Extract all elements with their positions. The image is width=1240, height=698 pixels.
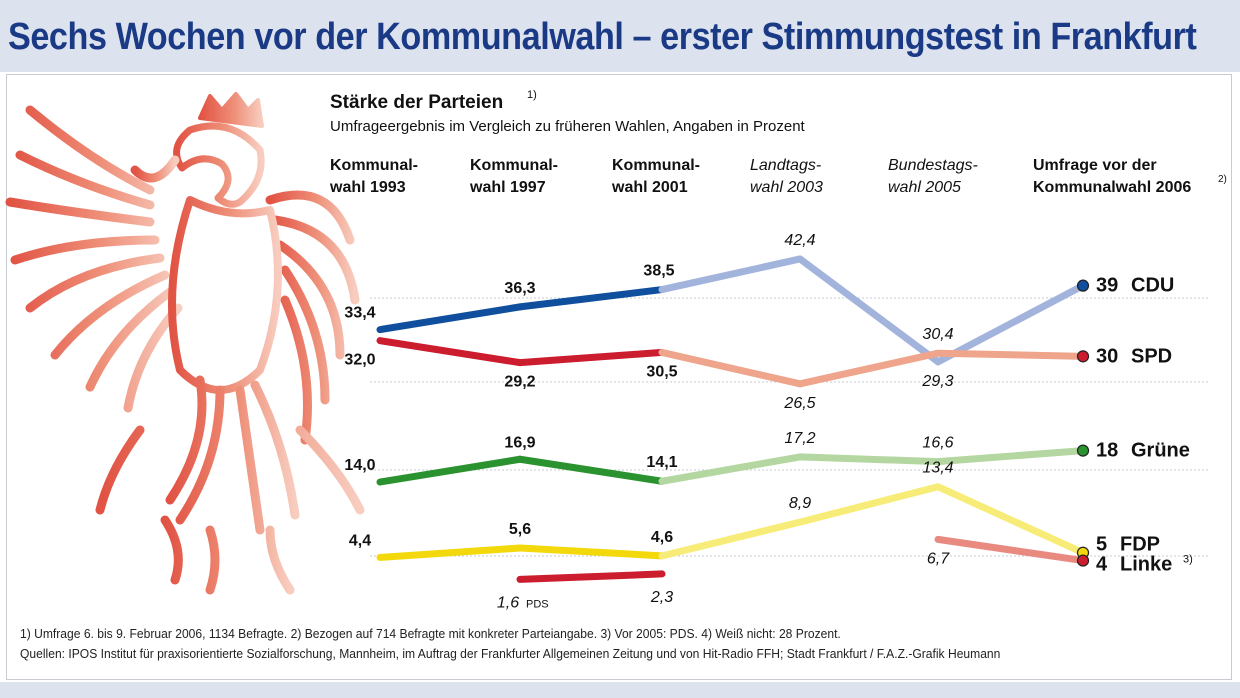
fdp-segment-1 bbox=[516, 544, 666, 560]
chart-title: Stärke der Parteien bbox=[330, 92, 503, 113]
column-header-0-line1: Kommunal- bbox=[330, 157, 418, 174]
column-header-2-line2: wahl 2001 bbox=[611, 179, 688, 196]
gruene-segment-1 bbox=[516, 455, 666, 485]
fdp-value-label-3: 8,9 bbox=[789, 495, 811, 512]
fdp-value-label-0: 4,4 bbox=[349, 532, 371, 549]
footer-strip bbox=[0, 682, 1240, 698]
spd-party-name: SPD bbox=[1131, 345, 1172, 367]
cdu-segment-2 bbox=[658, 255, 804, 294]
spd-segment-3 bbox=[796, 349, 942, 388]
headline-banner: Sechs Wochen vor der Kommunalwahl – erst… bbox=[0, 0, 1240, 72]
column-header-4-line1: Bundestags- bbox=[888, 157, 978, 174]
gruene-value-label-3: 17,2 bbox=[784, 430, 815, 447]
column-headers: Kommunal-wahl 1993 Kommunal-wahl 1997 Komm… bbox=[329, 157, 1227, 196]
spd-value-label-2: 30,5 bbox=[646, 363, 677, 380]
column-header-3-line2: wahl 2003 bbox=[750, 179, 823, 196]
gruene-end-value: 18 bbox=[1096, 440, 1118, 462]
cdu-end-value: 39 bbox=[1096, 275, 1118, 297]
cdu-end-marker bbox=[1076, 279, 1090, 292]
column-header-5-note: 2) bbox=[1218, 174, 1227, 185]
headline: Sechs Wochen vor der Kommunalwahl – erst… bbox=[8, 16, 1197, 58]
fdp-segment-4 bbox=[934, 483, 1087, 557]
fdp-value-label-2: 4,6 bbox=[651, 529, 673, 546]
gruene-value-label-1: 16,9 bbox=[504, 434, 535, 451]
fdp-value-label-1: 5,6 bbox=[509, 521, 531, 538]
cdu-value-label-3: 42,4 bbox=[784, 232, 815, 249]
spd-value-label-3: 26,5 bbox=[783, 395, 815, 412]
linke-segment-1 bbox=[516, 570, 666, 583]
column-header-1-line2: wahl 1997 bbox=[469, 179, 546, 196]
spd-segment-1 bbox=[516, 348, 666, 367]
spd-value-label-1: 29,2 bbox=[504, 374, 535, 391]
fdp-segment-2 bbox=[658, 518, 804, 560]
linke-value-label-1: 1,6 bbox=[497, 594, 519, 611]
cdu-party-name: CDU bbox=[1131, 275, 1174, 297]
chart-gridlines bbox=[370, 297, 1210, 557]
column-header-4-line2: wahl 2005 bbox=[888, 179, 961, 196]
fdp-segment-0 bbox=[376, 544, 524, 561]
column-header-5-line1: Umfrage vor der bbox=[1033, 157, 1157, 174]
fdp-segment-3 bbox=[796, 483, 942, 526]
gruene-party-name: Grüne bbox=[1131, 440, 1190, 462]
spd-value-label-4: 30,4 bbox=[922, 326, 953, 343]
chart-title-note: 1) bbox=[527, 89, 537, 101]
cdu-segment-4 bbox=[934, 282, 1087, 366]
gruene-segment-4 bbox=[934, 447, 1087, 466]
fdp-value-label-4: 13,4 bbox=[922, 460, 953, 477]
linke-end-value: 4 bbox=[1096, 554, 1108, 576]
frankfurt-eagle-emblem bbox=[5, 92, 365, 595]
column-header-3-line1: Landtags- bbox=[750, 157, 821, 174]
footnote-line-1: 1) Umfrage 6. bis 9. Februar 2006, 1134 … bbox=[20, 626, 841, 641]
spd-value-label-0: 32,0 bbox=[344, 352, 375, 369]
linke-pds-note: PDS bbox=[526, 598, 549, 610]
end-markers: 39 CDU 30 SPD 18 Grüne 5 FDP 4 Linke 3) bbox=[1076, 275, 1193, 576]
cdu-value-label-1: 36,3 bbox=[504, 280, 535, 297]
fdp-party-name: FDP bbox=[1120, 534, 1160, 556]
value-labels: 33,4 36,3 38,5 42,4 29,3 32,0 29,2 30,5 26,5 30,4… bbox=[344, 232, 953, 611]
gruene-segment-3 bbox=[796, 453, 942, 466]
gruene-value-label-0: 14,0 bbox=[344, 457, 375, 474]
chart-subtitle: Umfrageergebnis im Vergleich zu früheren… bbox=[330, 118, 806, 135]
column-header-2-line1: Kommunal- bbox=[612, 157, 700, 174]
cdu-value-label-4: 29,3 bbox=[921, 373, 953, 390]
footnote-line-2: Quellen: IPOS Institut für praxisorienti… bbox=[20, 646, 1001, 661]
column-header-1-line1: Kommunal- bbox=[470, 157, 558, 174]
linke-party-note: 3) bbox=[1183, 554, 1193, 566]
gruene-segment-0 bbox=[376, 455, 524, 486]
series-lines bbox=[376, 255, 1087, 583]
linke-end-marker bbox=[1076, 554, 1090, 567]
spd-segment-2 bbox=[658, 348, 804, 388]
spd-end-value: 30 bbox=[1096, 345, 1118, 367]
column-header-5-line2: Kommunalwahl 2006 bbox=[1033, 179, 1191, 196]
cdu-segment-3 bbox=[796, 255, 942, 366]
gruene-segment-2 bbox=[658, 453, 804, 485]
cdu-value-label-0: 33,4 bbox=[344, 305, 375, 322]
linke-value-label-4: 6,7 bbox=[927, 550, 950, 567]
spd-segment-4 bbox=[934, 349, 1087, 360]
linke-party-name: Linke bbox=[1120, 554, 1172, 576]
cdu-segment-1 bbox=[516, 286, 666, 311]
linke-value-label-2: 2,3 bbox=[650, 589, 673, 606]
cdu-value-label-2: 38,5 bbox=[643, 263, 674, 280]
column-header-0-line2: wahl 1993 bbox=[329, 179, 406, 196]
spd-segment-0 bbox=[376, 337, 524, 367]
gruene-end-marker bbox=[1076, 444, 1090, 457]
linke-segment-4 bbox=[934, 535, 1087, 565]
spd-end-marker bbox=[1076, 350, 1090, 363]
cdu-segment-0 bbox=[376, 303, 524, 334]
fdp-end-value: 5 bbox=[1096, 534, 1107, 556]
gruene-value-label-4: 16,6 bbox=[922, 435, 953, 452]
gruene-value-label-2: 14,1 bbox=[646, 454, 677, 471]
